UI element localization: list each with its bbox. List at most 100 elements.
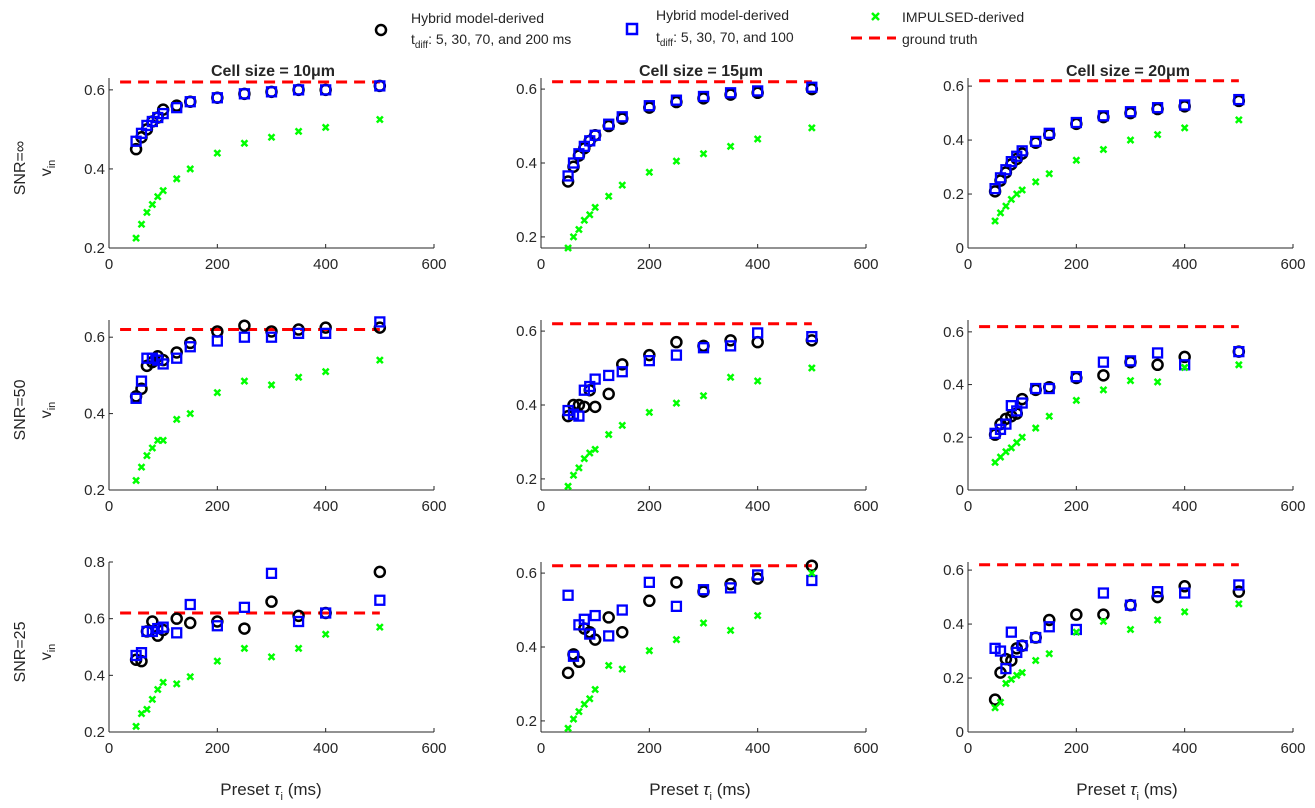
y-tick-label: 0.6 <box>84 611 105 628</box>
x-tick-label: 200 <box>1064 256 1089 273</box>
point-hybrid-100 <box>320 84 332 96</box>
x-tick-label: 200 <box>637 256 662 273</box>
point-hybrid-200 <box>616 625 629 639</box>
point-hybrid-200 <box>988 693 1002 706</box>
point-impulsed <box>585 210 594 219</box>
y-tick-label: 0.2 <box>516 229 537 246</box>
y-tick-label: 0.2 <box>84 240 105 257</box>
column-title-3: Cell size = 20μm <box>1066 63 1190 80</box>
point-impulsed <box>186 672 195 681</box>
point-hybrid-100 <box>265 567 278 579</box>
point-hybrid-100 <box>670 349 683 361</box>
point-impulsed <box>996 453 1005 461</box>
y-tick-label: 0.4 <box>943 132 964 149</box>
y-tick-label: 0.6 <box>943 562 964 579</box>
point-impulsed <box>1018 668 1027 677</box>
x-tick-label: 400 <box>745 740 770 757</box>
point-impulsed <box>294 127 303 136</box>
point-impulsed <box>645 408 654 417</box>
x-tick-label: 0 <box>964 256 972 273</box>
point-hybrid-200 <box>319 321 332 334</box>
point-impulsed <box>143 451 151 460</box>
point-hybrid-100 <box>616 111 628 123</box>
point-impulsed <box>172 174 181 183</box>
x-tick-label: 200 <box>637 740 662 757</box>
point-hybrid-100 <box>1070 116 1082 129</box>
x-tick-label: 200 <box>1064 498 1089 515</box>
point-hybrid-200 <box>1151 358 1164 372</box>
point-impulsed <box>1072 156 1081 165</box>
point-hybrid-100 <box>603 118 615 130</box>
x-tick-label: 400 <box>745 256 770 273</box>
point-impulsed <box>1045 649 1054 658</box>
x-tick-label: 0 <box>105 256 113 273</box>
point-hybrid-100 <box>562 589 574 601</box>
panel-r2-c2: 0 200 400 600 0.2 0.4 0.6 <box>516 320 879 515</box>
panels: 0 200 400 600 0.2 0.4 0.6 0 200 400 600 0.2 0.4 0.6 0 2… <box>84 78 1306 757</box>
point-hybrid-200 <box>1043 613 1056 627</box>
point-hybrid-100 <box>1030 382 1042 395</box>
point-hybrid-100 <box>292 84 305 96</box>
point-impulsed <box>1031 656 1040 665</box>
point-hybrid-200 <box>238 319 251 332</box>
x-axis-label-col-3: Preset τi (ms) <box>1076 780 1177 803</box>
y-tick-label: 0 <box>956 240 964 257</box>
panel-r2-c1: 0 200 400 600 0.2 0.4 0.6 <box>84 316 447 515</box>
y-tick-label: 0.6 <box>516 81 537 98</box>
point-impulsed <box>604 430 613 439</box>
point-hybrid-100 <box>1233 93 1245 106</box>
point-impulsed <box>213 149 222 158</box>
point-hybrid-100 <box>292 327 305 340</box>
point-impulsed <box>699 619 708 627</box>
point-impulsed <box>991 703 999 712</box>
point-hybrid-100 <box>806 330 818 343</box>
point-impulsed <box>564 244 572 252</box>
point-impulsed <box>148 200 157 209</box>
legend: Hybrid model-derived tdiff: 5, 30, 70, a… <box>374 7 1024 51</box>
point-impulsed <box>1180 608 1189 616</box>
point-impulsed <box>186 409 195 418</box>
point-hybrid-200 <box>643 594 656 608</box>
point-hybrid-200 <box>670 335 683 349</box>
point-impulsed <box>1031 178 1040 186</box>
point-hybrid-100 <box>320 327 332 340</box>
point-impulsed <box>580 700 589 709</box>
point-hybrid-100 <box>1005 626 1017 638</box>
point-hybrid-100 <box>616 604 628 616</box>
x-tick-label: 200 <box>205 256 230 273</box>
point-hybrid-100 <box>184 96 196 108</box>
point-hybrid-100 <box>171 352 183 364</box>
point-impulsed <box>375 356 384 364</box>
x-tick-label: 200 <box>1064 740 1089 757</box>
legend-item-2-line1: Hybrid model-derived <box>656 7 789 23</box>
point-hybrid-100 <box>724 340 737 352</box>
point-impulsed <box>672 399 681 408</box>
point-impulsed <box>1153 130 1162 139</box>
point-impulsed <box>564 482 572 491</box>
point-impulsed <box>726 373 735 382</box>
point-impulsed <box>1180 124 1189 132</box>
point-hybrid-200 <box>1178 350 1191 364</box>
point-hybrid-100 <box>806 574 818 587</box>
point-impulsed <box>137 463 146 471</box>
point-hybrid-100 <box>1000 418 1012 430</box>
x-tick-label: 600 <box>421 256 446 273</box>
point-impulsed <box>143 208 151 217</box>
point-hybrid-200 <box>751 335 764 349</box>
y-axis-label-row-3: vin <box>38 644 58 661</box>
point-hybrid-100 <box>616 366 628 378</box>
x-tick-label: 400 <box>745 498 770 515</box>
panel-r1-c3: 0 200 400 600 0 0.2 0.4 0.6 <box>943 78 1306 273</box>
legend-item-2-line2: tdiff: 5, 30, 70, and 100 <box>656 29 794 49</box>
point-hybrid-100 <box>374 316 386 328</box>
point-impulsed <box>996 698 1005 707</box>
point-hybrid-200 <box>373 565 387 579</box>
y-tick-label: 0.4 <box>943 377 964 394</box>
point-impulsed <box>172 415 181 424</box>
x-tick-label: 400 <box>313 256 338 273</box>
x-tick-label: 200 <box>205 740 230 757</box>
y-tick-label: 0.2 <box>943 670 964 687</box>
point-impulsed <box>1126 625 1135 634</box>
point-impulsed <box>1099 617 1108 626</box>
point-hybrid-100 <box>589 609 601 622</box>
